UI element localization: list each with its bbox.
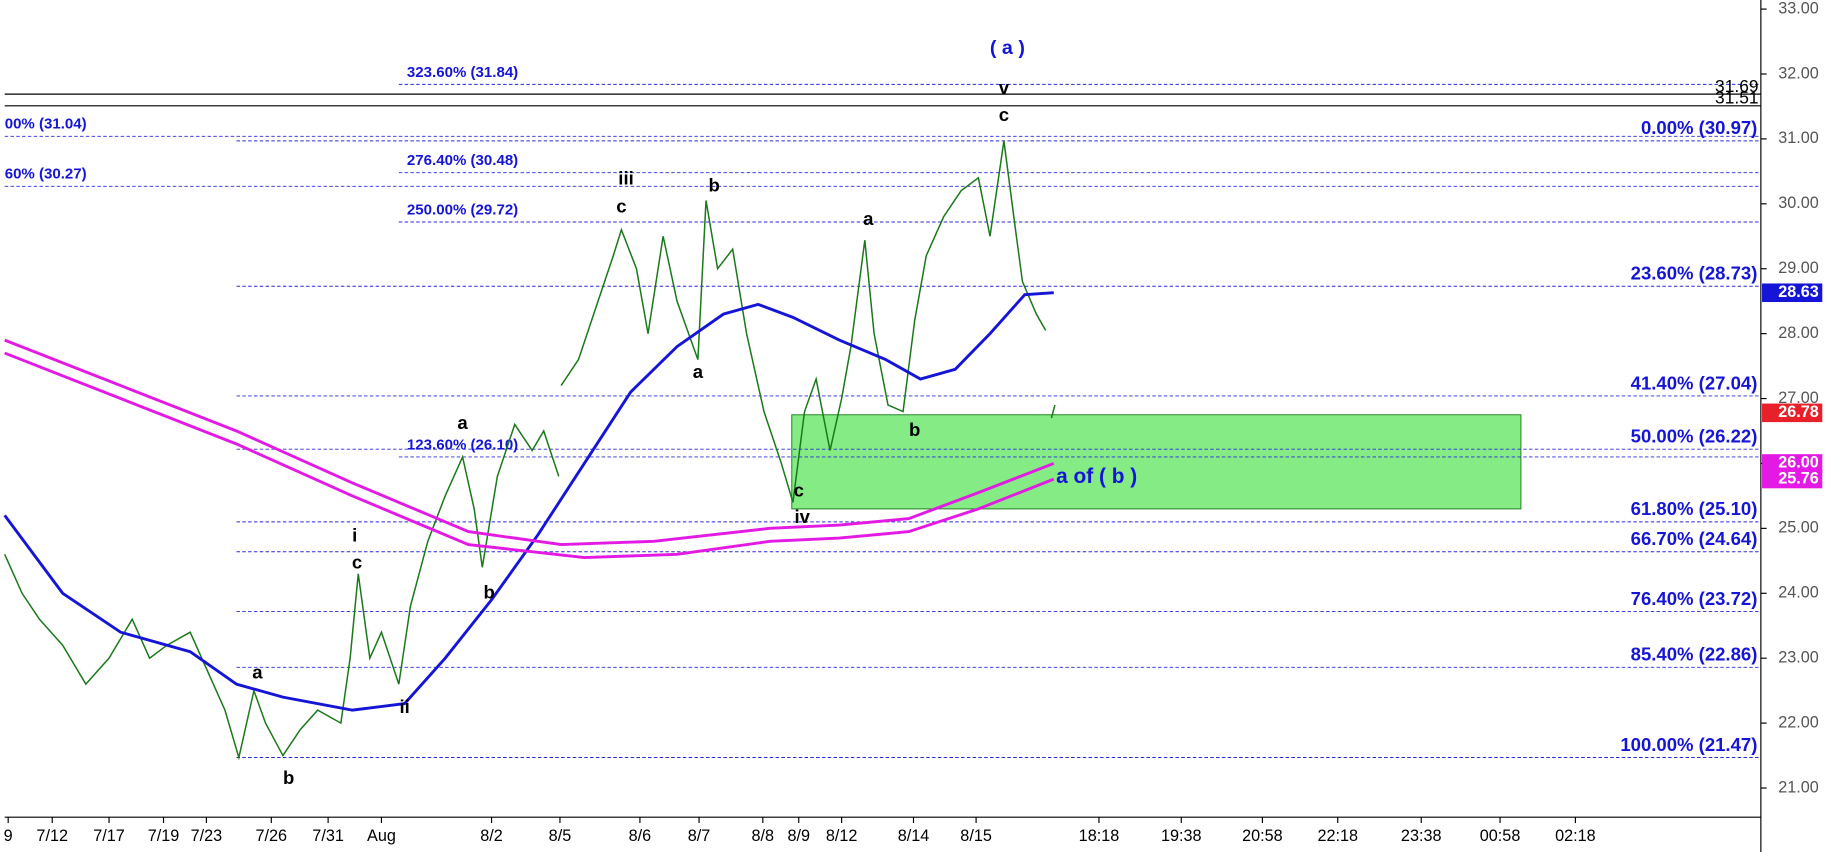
series-line [4,351,1055,560]
y-tick-label: 28.00 [1778,324,1819,342]
y-tick-label: 24.00 [1778,584,1819,602]
fib-label: 23.60% (28.73) [1631,263,1758,284]
x-tick-label: 02:18 [1555,827,1596,845]
x-tick-label: 00:58 [1480,827,1521,845]
x-tick-label: 8/7 [688,827,711,845]
wave-label: a [252,661,263,682]
wave-label: ( a ) [990,37,1025,59]
y-tick-label: 33.00 [1778,0,1819,17]
fib-label: 323.60% (31.84) [407,64,518,81]
price-tag [1762,469,1823,489]
wave-label: v [999,77,1010,98]
fib-label: 76.40% (23.72) [1631,588,1758,609]
x-tick-label: 23:38 [1401,827,1442,845]
x-tick-label: 7/26 [256,827,288,845]
x-tick-label: 8/9 [787,827,810,845]
level-label: 31.51 [1715,87,1758,107]
fib-label: 61.80% (25.10) [1631,498,1758,519]
x-tick-label: 8/6 [629,827,652,845]
price-tag [1762,283,1823,303]
price-tag [1762,454,1823,473]
fib-label: 123.60% (26.10) [407,436,518,453]
fib-label: 60% (30.27) [5,166,87,183]
wave-label: b [708,175,719,196]
fib-label: 250.00% (29.72) [407,201,518,218]
wave-label: c [352,551,362,572]
y-tick-label: 30.00 [1778,194,1819,212]
x-tick-label: 8/8 [752,827,775,845]
wave-label: a [457,412,468,433]
fib-label: 41.40% (27.04) [1631,372,1758,393]
price-tag [1762,403,1823,423]
x-tick-label: 7/17 [93,827,125,845]
y-tick-label: 25.00 [1778,519,1819,537]
y-tick-label: 31.00 [1778,129,1819,147]
x-tick-label: 19:38 [1161,827,1202,845]
fib-label: 00% (31.04) [5,116,87,133]
price-tag-label: 26.78 [1778,403,1819,421]
wave-label: iii [618,168,633,189]
x-tick-label: 8/15 [960,827,992,845]
fib-label: 100.00% (21.47) [1620,734,1757,755]
price-tag-label: 25.76 [1778,469,1819,487]
y-tick-label: 21.00 [1778,778,1819,796]
x-tick-label: 8/12 [826,827,858,845]
wave-label: a [863,208,874,229]
y-tick-label: 29.00 [1778,259,1819,277]
x-tick-label: 22:18 [1317,827,1358,845]
price-tag-label: 28.63 [1778,283,1819,301]
wave-label: c [794,479,804,500]
wave-label: a [693,361,704,382]
fib-label: 0.00% (30.97) [1641,117,1757,138]
x-tick-label: 9 [4,827,13,845]
wave-label: c [999,104,1009,125]
wave-label: c [616,195,626,216]
y-tick-label: 27.00 [1778,389,1819,407]
x-tick-label: Aug [367,827,396,845]
wave-label: ii [399,696,409,717]
x-tick-label: 8/5 [549,827,572,845]
x-tick-label: 8/14 [898,827,930,845]
x-tick-label: 20:58 [1242,827,1283,845]
fib-label: 85.40% (22.86) [1631,644,1758,665]
x-tick-label: 7/12 [36,827,68,845]
x-tick-label: 8/2 [480,827,503,845]
x-tick-label: 7/31 [312,827,344,845]
series-line [4,338,1055,547]
level-label: 31.69 [1715,76,1758,96]
fib-label: 50.00% (26.22) [1631,425,1758,446]
x-tick-label: 18:18 [1079,827,1120,845]
price-tag-label: 26.00 [1778,454,1819,472]
x-tick-label: 7/23 [191,827,223,845]
x-tick-label: 7/19 [148,827,180,845]
wave-label: b [484,581,495,602]
wave-label: b [909,419,920,440]
y-tick-label: 32.00 [1778,64,1819,82]
series-line [3,291,1054,712]
wave-label: i [352,525,357,546]
y-tick-label: 23.00 [1778,648,1819,666]
wave-label: iv [794,506,810,527]
wave-label: b [283,767,294,788]
fib-label: 276.40% (30.48) [407,152,518,169]
target-zone [791,414,1522,510]
y-tick-label: 22.00 [1778,713,1819,731]
wave-label: a of ( b ) [1056,465,1137,488]
fib-label: 66.70% (24.64) [1631,528,1758,549]
